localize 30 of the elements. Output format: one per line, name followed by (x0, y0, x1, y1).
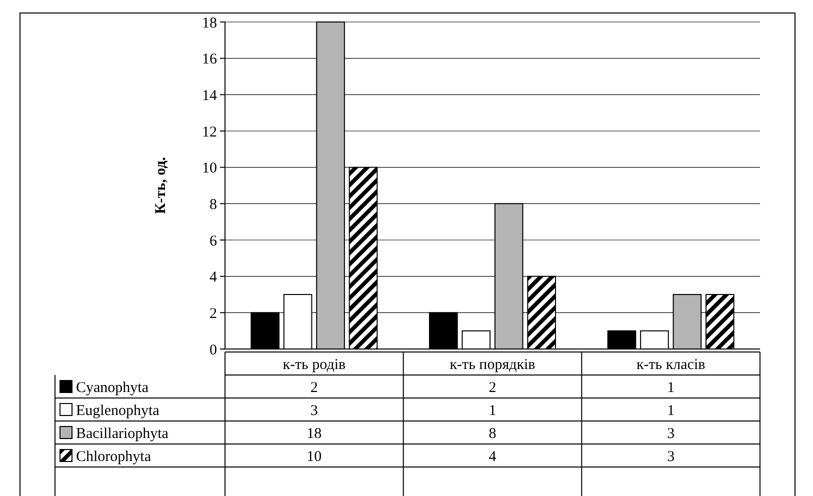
legend-label: Cyanophyta (76, 380, 149, 396)
data-label: 3 (667, 448, 675, 465)
y-tick-label: 0 (210, 342, 217, 358)
data-label: 4 (488, 448, 497, 465)
x-tick-label: к-ть класів (636, 356, 706, 373)
y-tick-label: 12 (202, 124, 217, 140)
y-tick-label: 16 (202, 52, 218, 68)
y-tick-label: 18 (202, 15, 217, 32)
y-tick-label: 8 (210, 196, 217, 213)
data-label: 3 (310, 402, 318, 419)
data-label: 8 (488, 426, 496, 442)
legend-label: Chlorophyta (76, 448, 152, 465)
data-label: 10 (306, 448, 322, 465)
data-label: 3 (667, 426, 675, 442)
legend-label: Euglenophyta (76, 402, 160, 419)
y-tick-label: 10 (202, 160, 217, 177)
data-label: 1 (667, 402, 675, 419)
data-label: 1 (667, 380, 675, 396)
data-label: 2 (488, 380, 496, 396)
y-tick-label: 2 (210, 306, 217, 322)
y-axis-title: К-ть, од. (153, 156, 169, 214)
y-tick-label: 14 (202, 88, 218, 104)
data-label: 2 (310, 380, 318, 396)
x-tick-label: к-ть порядків (450, 356, 536, 373)
data-label: 18 (306, 426, 322, 442)
data-label: 1 (488, 402, 496, 419)
legend-label: Bacillariophyta (76, 426, 169, 442)
x-tick-label: к-ть родів (282, 356, 346, 373)
y-tick-label: 4 (210, 270, 218, 286)
y-tick-label: 6 (210, 233, 218, 250)
